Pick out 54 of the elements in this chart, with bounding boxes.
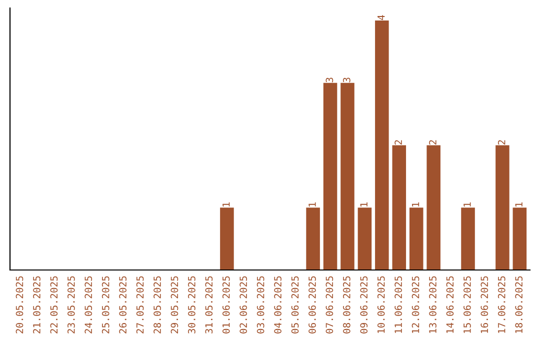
x-tick-label: 02.06.2025: [240, 276, 248, 334]
x-tick-label: 25.05.2025: [102, 276, 110, 334]
data-label: 1: [515, 202, 522, 206]
x-tick-label: 06.06.2025: [308, 276, 316, 334]
bar: [426, 145, 440, 270]
x-tick-label: 21.05.2025: [33, 276, 40, 334]
data-label: 3: [342, 78, 350, 82]
x-tick-label: 12.06.2025: [412, 276, 420, 333]
x-tick-label: 15.06.2025: [464, 276, 471, 333]
x-tick-label: 31.05.2025: [205, 276, 213, 334]
bar: [220, 208, 234, 270]
data-label: 1: [308, 202, 316, 206]
data-label: 1: [222, 202, 230, 206]
x-tick-label: 20.05.2025: [16, 276, 24, 334]
x-tick-label: 11.06.2025: [394, 276, 402, 333]
x-tick-label: 24.05.2025: [84, 276, 92, 334]
bar: [358, 208, 372, 270]
x-tick-label: 23.05.2025: [67, 276, 75, 334]
data-label: 1: [412, 202, 420, 206]
x-tick-label: 09.06.2025: [360, 276, 368, 334]
bar: [461, 208, 475, 270]
data-label: 1: [464, 202, 471, 206]
bar: [340, 82, 354, 270]
x-tick-label: 07.06.2025: [326, 276, 334, 334]
bar: [323, 82, 338, 270]
x-tick-label: 27.05.2025: [136, 276, 144, 334]
bar: [512, 208, 527, 270]
bar: [409, 208, 424, 270]
x-tick-label: 28.05.2025: [154, 276, 161, 334]
x-tick-label: 03.06.2025: [256, 276, 264, 334]
x-tick-label: 30.05.2025: [188, 276, 196, 334]
x-tick-label: 14.06.2025: [446, 276, 454, 333]
data-label: 2: [429, 140, 436, 145]
data-label: 2: [498, 140, 506, 145]
x-tick-label: 10.06.2025: [377, 276, 385, 333]
x-tick-label: 22.05.2025: [50, 276, 58, 334]
x-tick-label: 18.06.2025: [515, 276, 523, 333]
bar: [306, 208, 320, 270]
x-tick-label: 01.06.2025: [222, 276, 230, 334]
bar: [496, 145, 510, 270]
x-tick-label: 05.06.2025: [291, 276, 299, 334]
bar: [375, 20, 389, 270]
bar: [392, 145, 406, 270]
data-label: 4: [378, 15, 385, 20]
data-label: 3: [326, 78, 334, 82]
x-tick-label: 29.05.2025: [170, 276, 178, 334]
x-tick-label: 13.06.2025: [429, 276, 436, 333]
x-tick-label: 08.06.2025: [342, 276, 350, 334]
x-tick-label: 26.05.2025: [119, 276, 126, 334]
data-label: 2: [394, 140, 402, 145]
x-tick-label: 04.06.2025: [274, 276, 282, 334]
x-tick-label: 17.06.2025: [498, 276, 506, 333]
x-tick-label: 16.06.2025: [480, 276, 488, 333]
data-label: 1: [360, 202, 368, 206]
